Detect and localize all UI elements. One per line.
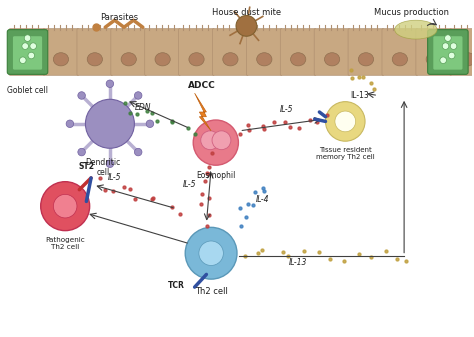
- Polygon shape: [195, 93, 211, 131]
- Text: Goblet cell: Goblet cell: [7, 86, 48, 95]
- Circle shape: [135, 92, 142, 99]
- FancyBboxPatch shape: [246, 29, 282, 75]
- Text: TCR: TCR: [168, 281, 185, 290]
- FancyBboxPatch shape: [111, 29, 146, 75]
- FancyBboxPatch shape: [280, 29, 316, 75]
- FancyBboxPatch shape: [348, 29, 384, 75]
- FancyBboxPatch shape: [7, 30, 48, 74]
- FancyBboxPatch shape: [382, 29, 418, 75]
- Text: House dust mite: House dust mite: [212, 8, 281, 18]
- Text: Tissue resident
memory Th2 cell: Tissue resident memory Th2 cell: [316, 147, 374, 160]
- Circle shape: [448, 52, 455, 59]
- Ellipse shape: [121, 53, 137, 66]
- Circle shape: [445, 35, 451, 41]
- Text: Mucus production: Mucus production: [374, 8, 449, 18]
- Circle shape: [106, 160, 114, 167]
- Circle shape: [24, 35, 31, 41]
- Ellipse shape: [291, 53, 306, 66]
- FancyBboxPatch shape: [212, 29, 248, 75]
- Ellipse shape: [19, 53, 35, 66]
- Circle shape: [185, 227, 237, 279]
- Ellipse shape: [189, 53, 204, 66]
- Circle shape: [106, 80, 114, 88]
- Ellipse shape: [460, 53, 474, 66]
- Circle shape: [450, 43, 457, 50]
- Circle shape: [85, 99, 135, 148]
- Circle shape: [442, 43, 449, 50]
- Text: IL-5: IL-5: [108, 174, 121, 182]
- Text: Pathogenic
Th2 cell: Pathogenic Th2 cell: [46, 237, 85, 250]
- Ellipse shape: [223, 53, 238, 66]
- FancyBboxPatch shape: [9, 29, 45, 75]
- Circle shape: [135, 148, 142, 156]
- Circle shape: [78, 92, 85, 99]
- Text: IL-13: IL-13: [350, 91, 369, 100]
- FancyBboxPatch shape: [43, 29, 79, 75]
- Text: Th2 cell: Th2 cell: [195, 287, 228, 296]
- Circle shape: [335, 111, 356, 132]
- Circle shape: [193, 120, 238, 165]
- FancyBboxPatch shape: [433, 36, 463, 70]
- FancyBboxPatch shape: [416, 29, 452, 75]
- Text: Eosinophil: Eosinophil: [196, 171, 236, 180]
- Ellipse shape: [257, 53, 272, 66]
- Text: Dendritic
cell: Dendritic cell: [85, 158, 120, 177]
- FancyBboxPatch shape: [179, 29, 214, 75]
- Circle shape: [54, 194, 77, 218]
- Circle shape: [66, 120, 73, 127]
- Ellipse shape: [392, 53, 408, 66]
- Circle shape: [201, 131, 219, 150]
- Ellipse shape: [395, 20, 437, 39]
- Circle shape: [236, 16, 257, 36]
- Circle shape: [440, 57, 447, 64]
- Ellipse shape: [325, 53, 340, 66]
- Circle shape: [19, 57, 26, 64]
- Ellipse shape: [426, 53, 441, 66]
- Text: EDN: EDN: [135, 103, 151, 112]
- FancyBboxPatch shape: [13, 36, 42, 70]
- FancyBboxPatch shape: [428, 30, 468, 74]
- Circle shape: [212, 131, 231, 150]
- FancyBboxPatch shape: [450, 29, 474, 75]
- Circle shape: [146, 120, 154, 127]
- Circle shape: [28, 52, 35, 59]
- FancyBboxPatch shape: [77, 29, 113, 75]
- Text: IL-4: IL-4: [256, 194, 269, 204]
- FancyBboxPatch shape: [314, 29, 350, 75]
- Ellipse shape: [87, 53, 102, 66]
- Text: Parasites: Parasites: [100, 13, 138, 22]
- Ellipse shape: [53, 53, 69, 66]
- Circle shape: [326, 102, 365, 141]
- Ellipse shape: [155, 53, 170, 66]
- Text: IL-5: IL-5: [183, 181, 197, 189]
- Circle shape: [22, 43, 28, 50]
- FancyBboxPatch shape: [145, 29, 181, 75]
- Ellipse shape: [358, 53, 374, 66]
- Text: IL-13: IL-13: [289, 258, 307, 267]
- Circle shape: [30, 43, 36, 50]
- Text: ADCC: ADCC: [188, 82, 216, 90]
- Circle shape: [41, 182, 90, 231]
- Text: IL-5: IL-5: [280, 105, 293, 114]
- Circle shape: [199, 241, 223, 266]
- Text: ST2: ST2: [78, 162, 94, 171]
- Circle shape: [78, 148, 85, 156]
